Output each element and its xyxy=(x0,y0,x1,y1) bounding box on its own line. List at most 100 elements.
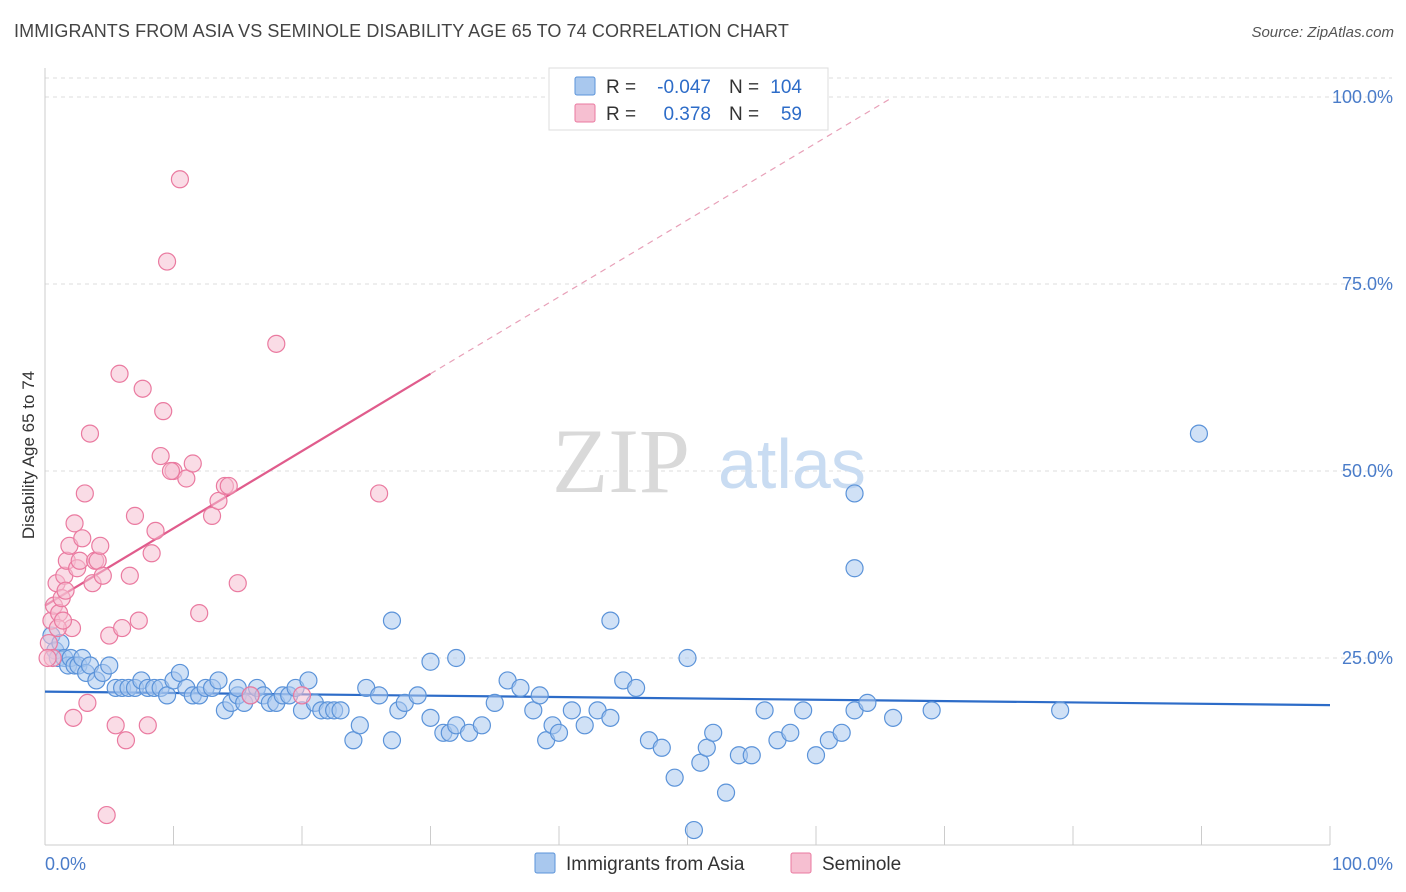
watermark-atlas: atlas xyxy=(718,425,866,503)
data-point-series-1-47 xyxy=(241,686,260,705)
data-point-series-0-80 xyxy=(652,738,671,757)
stats-legend: R = -0.047 N = 104 R = 0.378 N = 59 xyxy=(548,67,829,131)
data-point-series-0-98 xyxy=(858,693,877,712)
data-point-series-0-86 xyxy=(704,723,723,742)
data-point-series-0-54 xyxy=(370,686,389,705)
data-point-series-0-107 xyxy=(421,652,440,671)
data-point-series-1-46 xyxy=(228,574,247,593)
y-tick-label-75: 75.0% xyxy=(1342,274,1393,294)
data-point-series-0-83 xyxy=(684,820,704,840)
data-point-series-0-81 xyxy=(665,768,684,787)
data-point-series-0-87 xyxy=(716,783,736,802)
data-point-series-1-31 xyxy=(138,716,157,735)
data-point-series-1-10 xyxy=(65,514,84,533)
data-point-series-0-103 xyxy=(1051,701,1070,720)
data-point-series-0-73 xyxy=(562,701,581,720)
data-point-series-0-68 xyxy=(524,701,543,720)
data-point-series-1-20 xyxy=(91,536,110,555)
data-point-series-0-23 xyxy=(157,686,177,705)
data-point-series-1-14 xyxy=(75,484,94,503)
legend-label-asia: Immigrants from Asia xyxy=(566,854,745,875)
data-point-series-0-92 xyxy=(781,723,800,742)
data-point-series-1-0 xyxy=(39,633,58,653)
tick-labels: 25.0% 50.0% 75.0% 100.0% 0.0% 100.0% xyxy=(45,87,1393,874)
data-point-series-1-26 xyxy=(116,731,136,750)
data-point-series-1-34 xyxy=(151,446,170,466)
data-point-series-1-48 xyxy=(267,334,286,353)
bottom-legend: Immigrants from Asia Seminole xyxy=(534,852,901,875)
stats-n-value-asia: 104 xyxy=(770,77,802,98)
data-point-series-1-52 xyxy=(97,805,116,825)
data-point-series-0-74 xyxy=(575,716,594,735)
y-tick-label-100: 100.0% xyxy=(1332,87,1393,107)
chart-title: IMMIGRANTS FROM ASIA VS SEMINOLE DISABIL… xyxy=(14,21,789,41)
data-point-series-1-25 xyxy=(112,618,132,638)
data-point-series-0-50 xyxy=(331,701,350,720)
trend-line-series-1 xyxy=(44,372,432,607)
data-point-series-1-49 xyxy=(292,686,312,705)
stats-r-value-asia: -0.047 xyxy=(657,77,711,98)
stats-n-label-seminole: N = xyxy=(729,104,759,125)
data-point-series-1-56 xyxy=(161,461,181,481)
legend-label-seminole: Seminole xyxy=(822,854,901,875)
data-point-series-1-15 xyxy=(78,693,97,712)
data-point-series-1-54 xyxy=(53,611,73,630)
stats-r-value-seminole: 0.378 xyxy=(663,104,711,125)
data-point-series-0-96 xyxy=(832,723,851,742)
trend-extension-series-1 xyxy=(430,96,894,375)
data-point-series-0-93 xyxy=(794,701,813,720)
y-tick-label-25: 25.0% xyxy=(1342,648,1393,668)
watermark-zip: ZIP xyxy=(552,410,690,512)
stats-swatch-asia xyxy=(574,76,596,96)
data-point-series-1-32 xyxy=(142,544,161,563)
data-point-series-1-55 xyxy=(38,648,57,668)
data-point-series-0-108 xyxy=(601,611,620,630)
x-tick-label-min: 0.0% xyxy=(45,854,86,874)
data-point-series-1-29 xyxy=(129,611,148,630)
data-point-series-0-89 xyxy=(742,746,761,765)
data-point-series-1-21 xyxy=(93,566,112,585)
data-point-series-1-33 xyxy=(146,521,165,540)
data-point-series-1-23 xyxy=(106,716,125,735)
data-point-series-1-39 xyxy=(177,469,196,488)
data-points xyxy=(38,170,1209,840)
stats-n-value-seminole: 59 xyxy=(781,104,802,125)
data-point-series-0-51 xyxy=(344,731,363,750)
x-tick-label-max: 100.0% xyxy=(1332,854,1393,874)
data-point-series-0-65 xyxy=(485,693,504,712)
data-point-series-0-72 xyxy=(549,723,569,742)
axes xyxy=(44,68,1331,846)
data-point-series-0-106 xyxy=(845,559,864,578)
stats-n-label-asia: N = xyxy=(729,77,759,98)
data-point-series-1-57 xyxy=(370,484,389,503)
data-point-series-0-104 xyxy=(1189,424,1209,443)
data-point-series-0-94 xyxy=(806,746,826,765)
data-point-series-0-14 xyxy=(100,656,119,675)
data-point-series-0-52 xyxy=(350,716,369,735)
data-point-series-1-30 xyxy=(133,379,152,398)
data-point-series-0-69 xyxy=(530,686,549,705)
data-point-series-0-58 xyxy=(408,686,427,705)
data-point-series-0-82 xyxy=(678,648,697,668)
data-point-series-0-105 xyxy=(845,484,864,503)
trend-lines xyxy=(44,96,1331,707)
y-axis-label: Disability Age 65 to 74 xyxy=(19,371,38,539)
stats-r-label-asia: R = xyxy=(606,77,636,98)
data-point-series-1-13 xyxy=(73,529,92,548)
data-point-series-0-76 xyxy=(601,708,620,727)
data-point-series-1-53 xyxy=(64,708,83,727)
data-point-series-0-85 xyxy=(697,738,716,757)
data-point-series-0-67 xyxy=(511,678,530,698)
data-point-series-0-31 xyxy=(209,671,228,690)
data-point-series-1-58 xyxy=(56,581,75,600)
data-point-series-1-41 xyxy=(190,604,209,623)
data-point-series-0-59 xyxy=(421,708,440,727)
data-point-series-1-27 xyxy=(120,566,139,585)
stats-swatch-seminole xyxy=(574,103,596,123)
legend-swatch-asia xyxy=(534,852,556,874)
data-point-series-1-16 xyxy=(80,424,100,443)
data-point-series-1-36 xyxy=(157,252,177,271)
data-point-series-1-45 xyxy=(219,476,238,496)
data-point-series-1-28 xyxy=(125,506,145,525)
data-point-series-0-55 xyxy=(382,731,402,750)
